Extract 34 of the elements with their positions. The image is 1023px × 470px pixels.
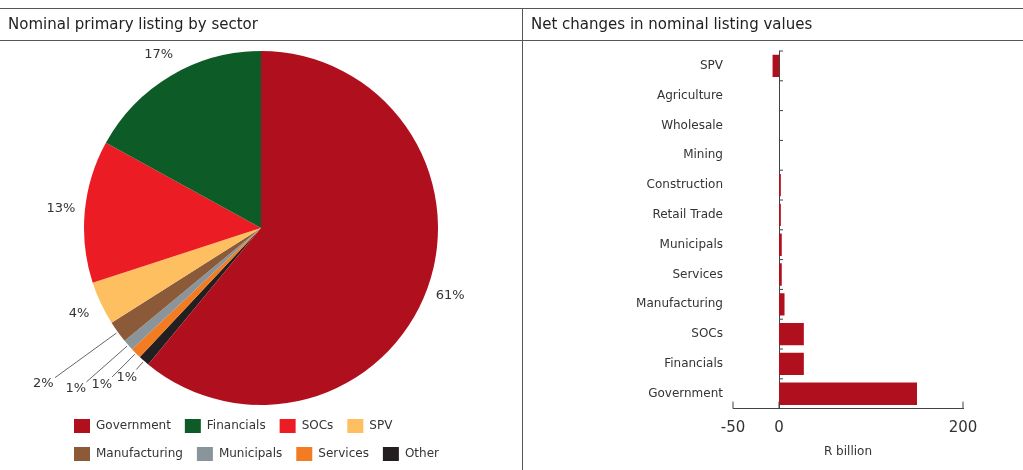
legend-label: Services (318, 446, 369, 461)
legend-label: Municipals (218, 446, 283, 461)
x-tick-label: 200 (948, 418, 978, 437)
legend-label: Financials (206, 418, 266, 433)
data-label: 1% (91, 375, 113, 391)
y-tick-label: Wholesale (661, 117, 723, 132)
legend-label: Other (404, 446, 440, 461)
data-label: 4% (68, 304, 90, 320)
data-label: 17% (144, 46, 174, 62)
y-tick-label: Manufacturing (636, 296, 723, 311)
y-tick-label: Construction (646, 177, 723, 192)
chart-title: Nominal primary listing by sector (0, 9, 522, 41)
data-label: 61% (435, 287, 465, 303)
data-label: 13% (46, 200, 76, 216)
data-label: 1% (116, 368, 138, 384)
x-tick-label: 0 (774, 418, 784, 437)
y-tick-label: SPV (699, 58, 724, 73)
y-tick-label: SOCs (691, 326, 723, 341)
y-tick-label: Financials (664, 356, 723, 371)
y-tick-label: Agriculture (657, 87, 723, 102)
y-tick-label: Municipals (659, 236, 723, 251)
legend-label: SPV (369, 418, 394, 433)
data-label: 1% (65, 380, 87, 396)
x-axis-title: R billion (823, 443, 873, 458)
chart-title: Net changes in nominal listing values (523, 9, 1023, 41)
y-tick-label: Mining (683, 147, 723, 162)
legend-label: Manufacturing (96, 446, 183, 461)
y-tick-label: Government (648, 385, 724, 400)
legend-label: SOCs (301, 418, 334, 433)
y-tick-label: Services (672, 266, 723, 281)
legend-label: Government (96, 418, 172, 433)
data-label: 2% (33, 375, 54, 391)
y-tick-label: Retail Trade (652, 207, 723, 222)
x-tick-label: -50 (720, 418, 746, 437)
